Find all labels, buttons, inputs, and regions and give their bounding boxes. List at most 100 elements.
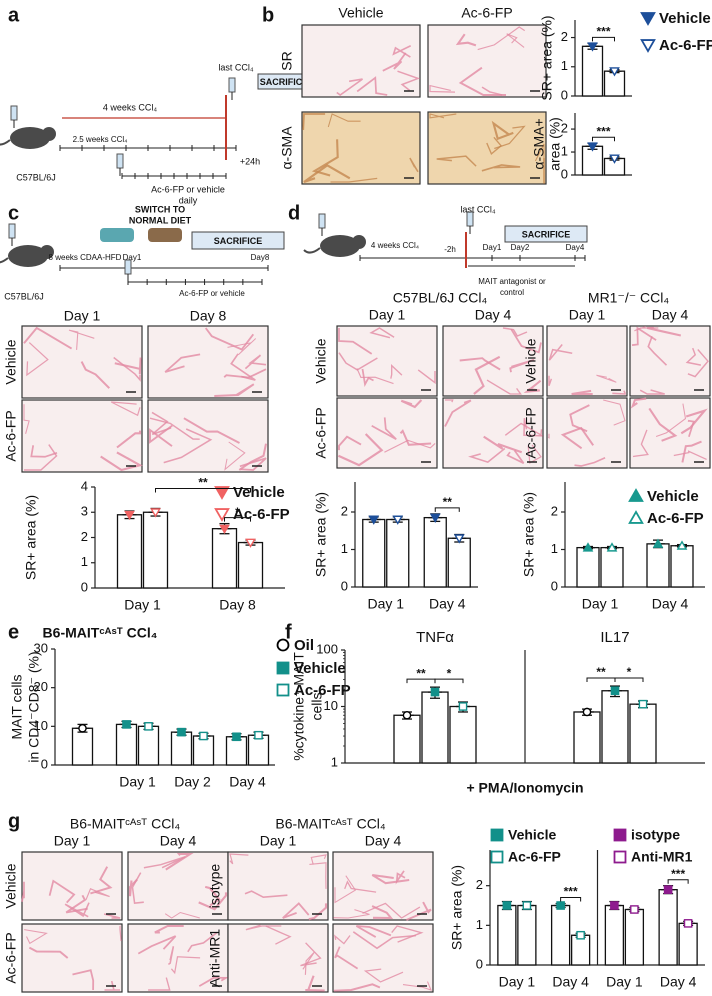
bar bbox=[116, 514, 143, 589]
fiber bbox=[137, 935, 177, 955]
x-tick-label: Day 1 bbox=[124, 597, 161, 613]
fiber bbox=[548, 375, 553, 387]
y-axis-label: cells bbox=[309, 692, 325, 720]
micrograph bbox=[21, 399, 143, 473]
fiber bbox=[509, 359, 535, 373]
y-tick-label: 0 bbox=[81, 579, 88, 594]
bar bbox=[421, 691, 449, 764]
fiber bbox=[300, 942, 322, 967]
fiber bbox=[311, 139, 339, 177]
marker bbox=[502, 901, 512, 910]
fiber bbox=[68, 329, 95, 350]
fiber bbox=[149, 417, 200, 440]
fiber bbox=[445, 399, 454, 403]
x-axis-label: + PMA/Ionomycin bbox=[466, 780, 583, 796]
fiber bbox=[502, 327, 528, 337]
marker bbox=[214, 508, 230, 522]
significance-bracket bbox=[560, 897, 582, 902]
x-tick-label: Day 4 bbox=[660, 974, 697, 990]
legend-label: Ac-6-FP bbox=[508, 849, 561, 865]
fiber bbox=[560, 426, 595, 450]
significance-label: *** bbox=[596, 124, 610, 138]
row-label: Ac-6-FP bbox=[3, 932, 19, 983]
fiber bbox=[527, 444, 542, 464]
fiber bbox=[631, 326, 657, 346]
marker bbox=[640, 12, 656, 26]
bar bbox=[211, 528, 238, 589]
y-tick-label: 1 bbox=[551, 541, 558, 556]
fiber bbox=[429, 84, 456, 93]
legend-label: Ac-6-FP bbox=[659, 37, 712, 54]
marker bbox=[638, 699, 648, 709]
y-tick-label: 1 bbox=[561, 58, 568, 73]
y-axis-label: in CD4⁻CD8⁻ (%) bbox=[26, 651, 42, 762]
fiber bbox=[596, 374, 617, 383]
significance-bracket bbox=[224, 517, 251, 522]
fiber bbox=[21, 881, 25, 902]
y-axis-label: SR+ area (%) bbox=[539, 15, 555, 100]
legend-label: Oil bbox=[294, 637, 314, 654]
panel-letter: e bbox=[8, 621, 19, 643]
schematic-text: 8 weeks CDAA-HFD bbox=[49, 253, 122, 262]
micrograph bbox=[546, 325, 628, 397]
schematic-text: MAIT antagonist or bbox=[478, 277, 546, 286]
mouse-icon bbox=[0, 139, 11, 146]
marker bbox=[630, 905, 639, 914]
fiber bbox=[468, 447, 506, 463]
fiber bbox=[534, 143, 545, 162]
significance-bracket bbox=[592, 136, 615, 142]
fiber bbox=[148, 977, 171, 991]
marker bbox=[490, 828, 504, 842]
fiber bbox=[282, 902, 310, 919]
fiber bbox=[204, 885, 221, 907]
legend-label: Vehicle bbox=[659, 10, 711, 27]
column-label: Day 4 bbox=[365, 833, 402, 849]
bar bbox=[362, 518, 386, 588]
syringe-icon bbox=[228, 77, 236, 93]
fiber bbox=[265, 925, 292, 945]
fiber bbox=[334, 946, 359, 970]
row-label: isotype bbox=[207, 864, 223, 909]
column-label: Day 1 bbox=[260, 833, 297, 849]
bar bbox=[658, 889, 678, 966]
bar bbox=[573, 711, 601, 764]
y-tick-label: 2 bbox=[561, 29, 568, 44]
schematic-text: NORMAL DIET bbox=[129, 215, 192, 225]
column-label: Day 1 bbox=[369, 307, 406, 323]
legend-label: Vehicle bbox=[233, 484, 285, 501]
y-axis-label: SR+ area (%) bbox=[521, 492, 537, 577]
fiber bbox=[481, 164, 521, 172]
marker bbox=[609, 154, 620, 164]
fiber bbox=[356, 368, 394, 385]
fiber bbox=[154, 924, 184, 934]
bar bbox=[604, 904, 625, 966]
row-label: Anti-MR1 bbox=[207, 929, 223, 988]
bar bbox=[192, 735, 215, 766]
fiber bbox=[214, 383, 255, 397]
row-label: α-SMA bbox=[279, 126, 295, 170]
bar bbox=[670, 545, 694, 588]
fiber bbox=[344, 880, 377, 893]
significance-bracket bbox=[155, 487, 251, 493]
schematic-text: daily bbox=[179, 195, 198, 205]
schematic-text: Day2 bbox=[511, 243, 530, 252]
bar bbox=[601, 690, 629, 764]
column-label: Day 8 bbox=[190, 308, 227, 324]
fiber bbox=[363, 968, 404, 983]
marker bbox=[453, 534, 465, 544]
fiber bbox=[391, 925, 424, 943]
fiber bbox=[356, 76, 388, 96]
fiber bbox=[506, 450, 525, 464]
schematic-text: SACRIFICE bbox=[214, 236, 263, 246]
fiber bbox=[392, 45, 412, 58]
fiber bbox=[303, 163, 351, 184]
schematic-text: SWITCH TO bbox=[135, 204, 185, 214]
fiber bbox=[114, 357, 142, 375]
schematic-text: Ac-6-FP or vehicle bbox=[179, 289, 245, 298]
bar bbox=[137, 725, 160, 766]
fiber bbox=[151, 411, 172, 436]
micrograph-title: B6-MAITᶜᴬˢᵀ CCl₄ bbox=[70, 816, 181, 832]
bar bbox=[550, 904, 571, 966]
legend-label: Ac-6-FP bbox=[233, 506, 290, 523]
row-label: Ac-6-FP bbox=[523, 407, 539, 458]
